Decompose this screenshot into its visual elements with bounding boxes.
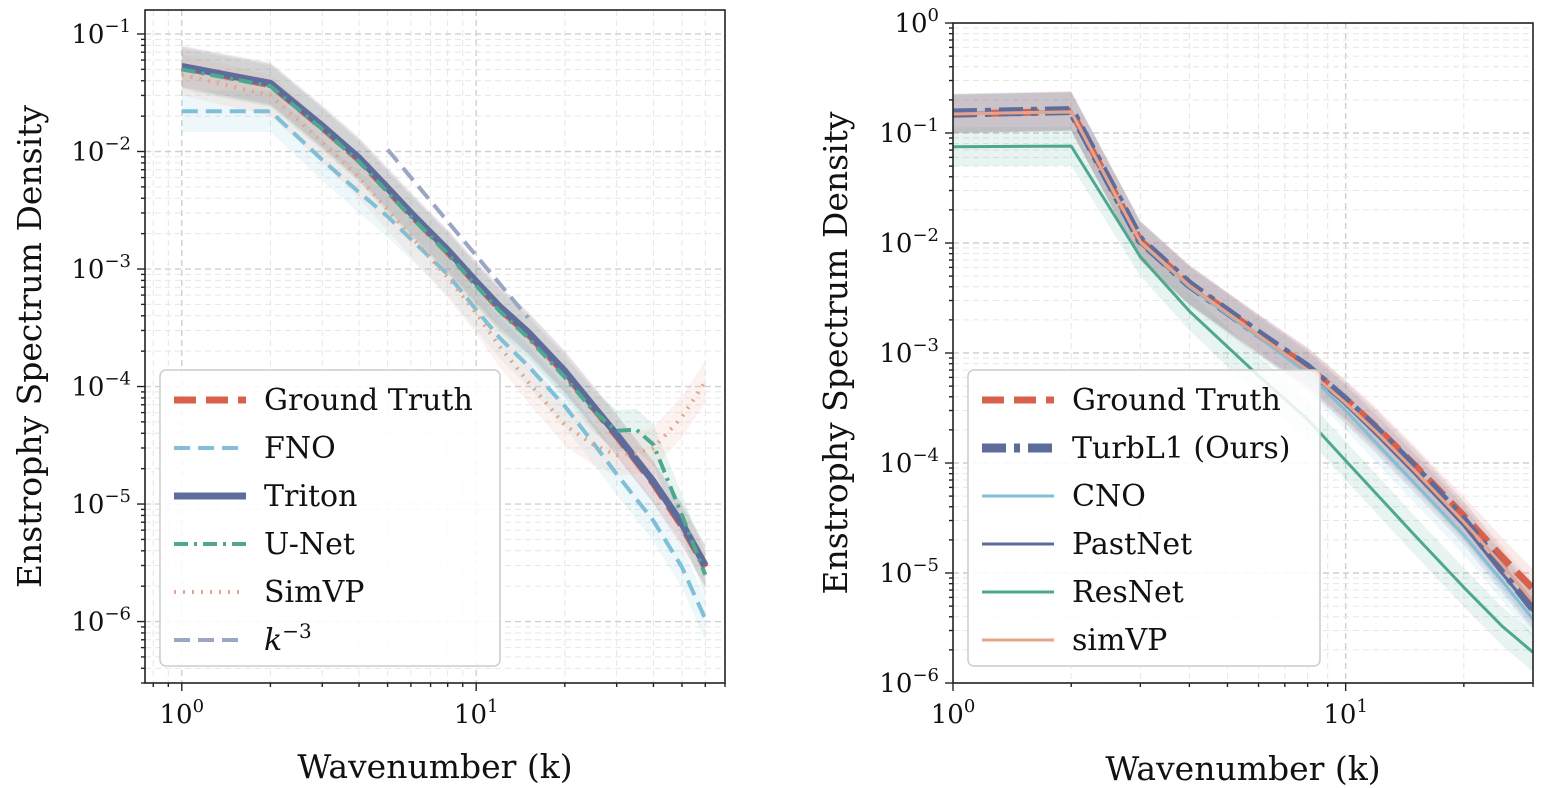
legend: Ground Truth FNO Triton U-Net SimVP k−3 [159,369,501,667]
legend-label: TurbL1 (Ours) [1072,431,1290,466]
y-tick-label: 10−3 [71,251,131,285]
y-tick-label: 10−4 [71,369,131,403]
y-tick-label: 100 [894,5,939,39]
series-lines [953,106,1533,654]
y-tick-label: 10−4 [879,445,939,479]
band-resnet [953,126,1533,672]
legend-box [159,369,501,667]
uncertainty-bands [181,45,706,640]
y-axis-label: Enstrophy Spectrum Density [816,111,855,594]
legend-label: Ground Truth [264,383,473,418]
legend: Ground Truth TurbL1 (Ours) CNO PastNet ResNe… [967,369,1321,667]
series-line-triton [181,62,709,568]
series-line-k-3- [386,148,530,320]
y-tick-label: 10−1 [879,115,939,149]
y-tick-label: 10−2 [879,225,939,259]
y-axis-label: Enstrophy Spectrum Density [10,105,49,588]
y-tick-label: 10−3 [879,335,939,369]
x-tick-label: 100 [931,696,976,730]
y-tick-label: 10−6 [71,604,131,638]
y-tick-label: 10−5 [879,555,939,589]
legend-label: CNO [1072,479,1146,514]
y-tick-label: 10−5 [71,486,131,520]
legend-label: U-Net [264,527,355,562]
legend-label: Triton [264,479,357,514]
y-tick-label: 10−6 [879,665,939,699]
y-tick-label: 10−2 [71,134,131,168]
tick-labels: 100 101 100 10−1 10−2 10−3 10−4 10−5 10−6 [879,5,1368,730]
left-panel: 100 101 10−1 10−2 10−3 10−4 10−5 10−6 Wavenumber… [10,9,726,786]
x-axis-label: Wavenumber (k) [1105,749,1380,788]
series-line-resnet [953,144,1533,654]
series-line-fno [181,109,708,620]
x-tick-label: 100 [160,696,205,730]
uncertainty-bands [953,91,1533,672]
legend-label: Ground Truth [1072,383,1281,418]
legend-label: PastNet [1072,527,1192,562]
series-line-u-net [181,67,708,576]
tick-marks [137,33,726,691]
legend-label: ResNet [1072,575,1184,610]
legend-label: simVP [1072,623,1167,658]
series-lines [181,62,709,620]
legend-label: SimVP [264,575,364,610]
tick-marks [945,22,1534,691]
x-tick-label: 101 [1323,696,1368,730]
legend-box [967,369,1321,667]
x-axis-label: Wavenumber (k) [297,747,572,786]
legend-label: FNO [264,431,336,466]
plot-frame [144,9,726,684]
right-panel: 100 101 100 10−1 10−2 10−3 10−4 10−5 10−6 Wavenum… [816,5,1534,788]
legend-label: k−3 [264,619,312,658]
series-line-simvp [953,110,1533,603]
x-tick-label: 101 [454,696,499,730]
tick-labels: 100 101 10−1 10−2 10−3 10−4 10−5 10−6 [71,16,498,730]
band-simvp [181,54,706,476]
y-tick-label: 10−1 [71,16,131,50]
